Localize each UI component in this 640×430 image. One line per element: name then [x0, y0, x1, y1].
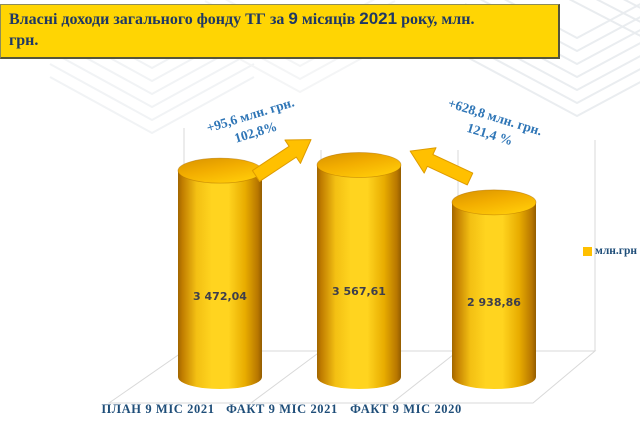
category-label-fact-2020: ФАКТ 9 МІС 2020	[350, 402, 462, 416]
growth-arrow-up-left	[409, 147, 474, 186]
title-number: 2021	[359, 9, 398, 28]
chevron-line	[49, 76, 255, 135]
bar-cylinders	[177, 152, 537, 389]
title-text-line2: грн.	[9, 31, 39, 49]
title-text: року, млн.	[397, 11, 475, 28]
chevron-line	[49, 50, 255, 109]
title-number: 9	[288, 9, 298, 28]
legend-label: млн.грн	[595, 245, 638, 257]
chevron-line	[464, 55, 640, 118]
bar-cylinder-top	[451, 189, 537, 216]
chevron-line	[49, 63, 255, 122]
bar-value-label: 3 567,61	[332, 285, 386, 298]
chart-floor	[107, 350, 597, 404]
chevron-line	[568, 0, 640, 37]
bar-cylinder-body	[317, 164, 401, 389]
bar-cylinder-top	[177, 157, 263, 184]
growth-arrow-up-right	[251, 139, 312, 182]
title-text: місяців	[297, 11, 360, 28]
legend: млн.грн	[583, 245, 637, 257]
bar-cylinder-body	[452, 202, 536, 389]
chevron-line	[503, 0, 640, 40]
bar-cylinder-top	[316, 152, 402, 178]
legend-swatch	[583, 246, 592, 256]
bar-value-label: 2 938,86	[467, 296, 521, 309]
bar-cylinder-body	[178, 170, 262, 389]
chart-title: Власні доходи загального фонду ТГ за 9 м…	[0, 4, 560, 59]
title-text: Власні доходи загального фонду ТГ за	[9, 11, 289, 28]
bar-value-label: 3 472,04	[193, 290, 247, 303]
chevron-line	[464, 42, 640, 105]
category-label-fact-2021: ФАКТ 9 МІС 2021	[226, 402, 338, 416]
category-label-plan-2021: ПЛАН 9 МІС 2021	[101, 402, 215, 416]
